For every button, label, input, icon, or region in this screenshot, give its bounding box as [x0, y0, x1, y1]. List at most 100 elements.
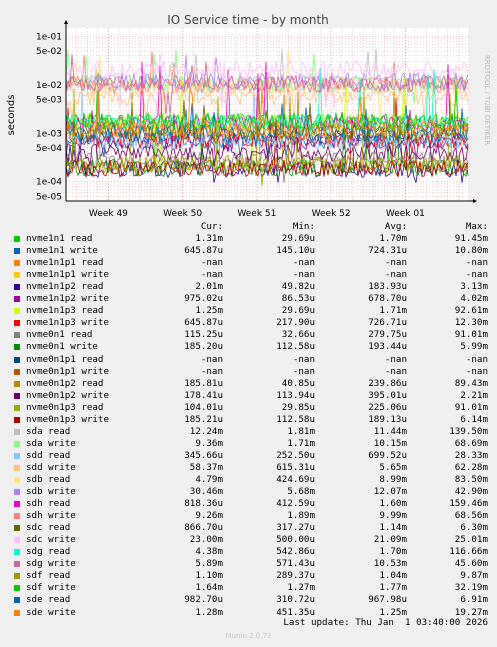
legend-name: sde write — [26, 606, 76, 618]
y-axis-label: seconds — [6, 95, 17, 136]
legend-swatch — [14, 513, 20, 520]
legend-swatch — [14, 392, 20, 399]
legend-swatch — [14, 416, 20, 423]
legend-cur: 818.36u — [184, 498, 223, 510]
legend-name: sdh read — [26, 498, 71, 510]
legend-max: -nan — [465, 365, 488, 377]
legend: Cur: Min: Avg: Max: nvme1n1 read 1.31m 29.… — [12, 221, 488, 619]
legend-cur: 104.01u — [184, 401, 223, 413]
legend-swatch — [14, 380, 20, 387]
legend-max: 3.13m — [460, 281, 488, 293]
legend-name: nvme1n1p2 write — [26, 293, 109, 305]
legend-cur: 975.02u — [184, 293, 223, 305]
legend-avg: 724.31u — [368, 245, 407, 257]
legend-header: Cur: Min: Avg: Max: — [12, 221, 488, 233]
legend-item: sde read 982.70u 310.72u 967.98u 6.91m — [12, 594, 488, 606]
legend-name: nvme1n1p1 write — [26, 269, 109, 281]
legend-max: 92.61m — [454, 305, 488, 317]
legend-min: 1.27m — [287, 582, 315, 594]
legend-swatch — [14, 549, 20, 556]
legend-avg: 10.53m — [373, 558, 407, 570]
legend-cur: 185.21u — [184, 413, 223, 425]
legend-item: nvme0n1p1 write -nan -nan -nan -nan — [12, 366, 488, 378]
legend-swatch — [14, 320, 20, 327]
legend-cur: 185.20u — [184, 341, 223, 353]
legend-swatch — [14, 609, 20, 616]
legend-min: 252.50u — [276, 449, 315, 461]
series-lines — [65, 48, 469, 186]
legend-avg: 395.01u — [368, 389, 407, 401]
y-tick-label: 5e-02 — [36, 47, 62, 57]
legend-max: -nan — [465, 269, 488, 281]
legend-cur: -nan — [200, 353, 223, 365]
legend-avg: 225.06u — [368, 401, 407, 413]
legend-max: 10.80m — [454, 245, 488, 257]
y-tick-label: 1e-01 — [36, 33, 62, 43]
legend-max: 6.30m — [460, 522, 488, 534]
legend-min: 112.58u — [276, 413, 315, 425]
legend-item: nvme1n1p2 read 2.01m 49.82u 183.93u 3.13m — [12, 281, 488, 293]
legend-item: nvme0n1 read 115.25u 32.66u 279.75u 91.01m — [12, 329, 488, 341]
legend-min: 113.94u — [276, 389, 315, 401]
legend-swatch — [14, 308, 20, 315]
series-line — [65, 89, 469, 152]
legend-swatch — [14, 284, 20, 291]
legend-max: 32.19m — [454, 582, 488, 594]
legend-item: nvme1n1p2 write 975.02u 86.53u 678.70u 4.02m — [12, 293, 488, 305]
legend-max: 6.91m — [460, 594, 488, 606]
legend-min: -nan — [292, 269, 315, 281]
legend-max: 28.33m — [454, 449, 488, 461]
legend-min: -nan — [292, 353, 315, 365]
legend-max: 45.60m — [454, 558, 488, 570]
legend-cur: 345.66u — [184, 449, 223, 461]
legend-swatch — [14, 272, 20, 279]
legend-avg: -nan — [384, 365, 407, 377]
series-line — [65, 121, 469, 167]
y-tick-labels: 1e-01 5e-02 1e-02 5e-03 1e-03 5e-04 1e-04 5e-05 — [36, 33, 62, 203]
legend-cur: 982.70u — [184, 594, 223, 606]
legend-item: sdh read 818.36u 412.59u 1.60m 159.46m — [12, 498, 488, 510]
legend-swatch — [14, 489, 20, 496]
legend-cur: -nan — [200, 269, 223, 281]
legend-max: 4.02m — [460, 293, 488, 305]
legend-max: 89.43m — [454, 377, 488, 389]
legend-min: 424.69u — [276, 473, 315, 485]
legend-max: -nan — [465, 353, 488, 365]
legend-avg: 1.04m — [379, 570, 407, 582]
legend-swatch — [14, 344, 20, 351]
axes — [64, 20, 477, 203]
legend-max: 159.46m — [449, 498, 488, 510]
series-line — [65, 117, 469, 178]
legend-max: 68.69m — [454, 437, 488, 449]
legend-min: 29.69u — [281, 305, 315, 317]
legend-avg: 12.07m — [373, 486, 407, 498]
legend-swatch — [14, 585, 20, 592]
legend-name: nvme0n1p2 read — [26, 377, 104, 389]
legend-cur: 185.81u — [184, 377, 223, 389]
legend-item: nvme0n1p3 write 185.21u 112.58u 189.13u 6.14… — [12, 414, 488, 426]
legend-avg: 183.93u — [368, 281, 407, 293]
legend-name: nvme0n1p3 write — [26, 413, 109, 425]
legend-cur: 645.87u — [184, 245, 223, 257]
legend-cur: 5.89m — [195, 558, 223, 570]
legend-item: sdb write 30.46m 5.68m 12.07m 42.90m — [12, 486, 488, 498]
legend-min: 32.66u — [281, 329, 315, 341]
legend-item: sde write 1.28m 451.35u 1.25m 19.27m — [12, 607, 488, 619]
legend-item: sdc write 23.00m 500.00u 21.09m 25.01m — [12, 534, 488, 546]
last-update: Last update: Thu Jan 1 03:40:00 2026 — [283, 617, 488, 628]
legend-cur: -nan — [200, 365, 223, 377]
legend-max: 116.66m — [449, 546, 488, 558]
legend-swatch — [14, 573, 20, 580]
legend-swatch — [14, 561, 20, 568]
legend-min: 1.89m — [287, 510, 315, 522]
legend-max: 12.30m — [454, 317, 488, 329]
legend-max: 19.27m — [454, 606, 488, 618]
legend-name: nvme0n1p2 write — [26, 389, 109, 401]
legend-swatch — [14, 501, 20, 508]
legend-item: nvme0n1p1 read -nan -nan -nan -nan — [12, 354, 488, 366]
legend-max: 2.21m — [460, 389, 488, 401]
legend-avg: 8.99m — [379, 473, 407, 485]
legend-min: -nan — [292, 365, 315, 377]
legend-item: nvme0n1p2 read 185.81u 40.85u 239.86u 89.43m — [12, 378, 488, 390]
chart-title: IO Service time - by month — [167, 13, 329, 27]
